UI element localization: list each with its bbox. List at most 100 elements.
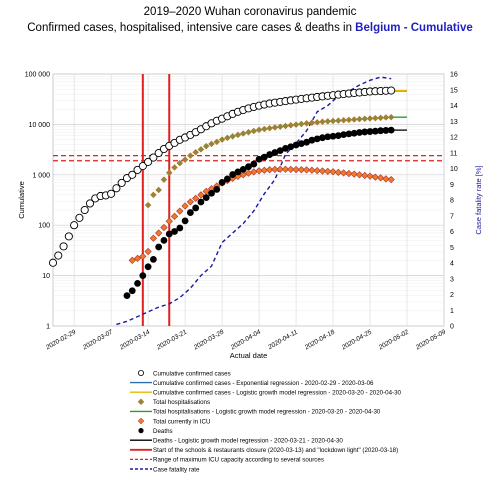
- x-tick-label: 2020-02-29: [44, 328, 77, 351]
- legend-symbol: [137, 417, 145, 425]
- icu-point: [297, 166, 305, 174]
- y-left-tick-label: 100 000: [25, 72, 50, 79]
- hospitalisation-point: [165, 169, 173, 177]
- y-right-tick-label: 7: [450, 213, 454, 220]
- death-point: [192, 204, 200, 212]
- icu-point: [197, 191, 205, 199]
- chart-title-highlight: Belgium - Cumulative: [355, 22, 473, 34]
- hospitalisation-point: [287, 121, 295, 129]
- y-right-tick-label: 9: [450, 182, 454, 189]
- x-tick-label: 2020-03-21: [155, 328, 188, 351]
- icu-point: [287, 165, 295, 174]
- legend-symbol: [137, 398, 145, 406]
- x-tick-label: 2020-04-18: [303, 328, 336, 351]
- legend-label: Total hospitalisations - Logistic growth…: [153, 409, 381, 416]
- death-point: [282, 144, 289, 152]
- death-point: [371, 127, 379, 135]
- x-axis-title: Actual date: [230, 351, 268, 360]
- confirmed-point: [75, 213, 84, 222]
- legend-label: Cumulative confirmed cases - Exponential…: [153, 380, 374, 387]
- icu-point: [371, 173, 379, 181]
- death-point: [239, 165, 247, 173]
- hospitalisation-point: [387, 113, 395, 121]
- confirmed-point: [387, 86, 396, 95]
- x-tick-label: 2020-03-14: [118, 328, 151, 351]
- death-point: [308, 136, 316, 144]
- death-point: [292, 141, 300, 149]
- hospitalisation-point: [239, 130, 247, 137]
- y-right-tick-label: 10: [450, 166, 458, 173]
- legend-label: Cumulative confirmed cases - Logistic gr…: [153, 390, 402, 397]
- y-right-tick-label: 11: [450, 150, 457, 157]
- confirmed-point: [144, 157, 153, 166]
- death-point: [271, 149, 279, 156]
- death-point: [223, 175, 231, 183]
- death-point: [123, 292, 131, 300]
- hospitalisation-point: [197, 145, 205, 153]
- icu-point: [366, 172, 374, 180]
- icu-point: [313, 167, 321, 175]
- hospitalisation-point: [213, 138, 221, 146]
- icu-point: [324, 167, 332, 175]
- y-right-tick-label: 6: [450, 229, 454, 236]
- death-point: [144, 263, 152, 271]
- confirmed-point: [80, 205, 89, 215]
- icu-point: [355, 171, 364, 179]
- confirmed-point: [59, 242, 68, 251]
- icu-point: [350, 170, 358, 178]
- death-point: [382, 127, 390, 134]
- death-point: [377, 127, 384, 135]
- confirmed-point: [70, 221, 79, 230]
- legend-label: Cumulative confirmed cases: [153, 370, 231, 377]
- death-point: [387, 126, 395, 134]
- y-left-tick-label: 10 000: [29, 122, 51, 129]
- icu-point: [128, 256, 136, 265]
- hospitalisation-point: [155, 186, 163, 194]
- confirmed-point: [107, 189, 116, 198]
- y-right-tick-label: 13: [450, 119, 458, 126]
- icu-point: [361, 171, 369, 180]
- plot-area: [52, 73, 445, 327]
- y-right-tick-label: 15: [450, 87, 458, 94]
- x-tick-label: 2020-04-11: [266, 328, 299, 351]
- y-right-tick-label: 4: [450, 261, 454, 268]
- icu-point: [329, 168, 337, 176]
- x-tick-label: 2020-03-28: [192, 328, 225, 351]
- hospitalisation-point: [144, 201, 152, 209]
- icu-point: [339, 169, 348, 177]
- icu-point: [186, 198, 195, 206]
- icu-point: [133, 254, 142, 262]
- y-left-tick-label: 100: [38, 223, 50, 230]
- confirmed-point: [85, 199, 95, 208]
- hospitalisation-point: [292, 121, 300, 128]
- hospitalisation-point: [308, 119, 316, 127]
- y-right-tick-label: 16: [450, 72, 458, 79]
- legend-symbol: [137, 369, 144, 376]
- x-tick-label: 2020-05-02: [377, 328, 410, 351]
- hospitalisation-point: [313, 118, 321, 126]
- death-point: [208, 189, 215, 197]
- death-point: [229, 171, 237, 178]
- hospitalisation-point: [276, 123, 284, 131]
- hospitalisation-point: [297, 120, 305, 128]
- confirmed-point: [138, 162, 147, 171]
- legend-label: Case fatality rate: [153, 466, 200, 473]
- chart-title-line1: 2019–2020 Wuhan coronavirus pandemic: [143, 6, 357, 18]
- icu-point: [139, 252, 147, 261]
- hospitalisation-point: [366, 115, 374, 122]
- icu-point: [155, 229, 163, 237]
- death-point: [356, 129, 363, 136]
- icu-point: [149, 234, 158, 242]
- hospitalisation-point: [150, 191, 157, 199]
- death-point: [366, 128, 374, 135]
- death-point: [250, 160, 258, 168]
- icu-point: [260, 166, 268, 174]
- death-point: [287, 143, 295, 151]
- death-point: [245, 163, 252, 171]
- death-point: [255, 155, 263, 163]
- hospitalisation-point: [382, 114, 390, 121]
- confirmed-point: [149, 153, 158, 162]
- hospitalisation-point: [224, 134, 231, 142]
- legend-label: Start of the schools & restaurants closu…: [153, 447, 398, 454]
